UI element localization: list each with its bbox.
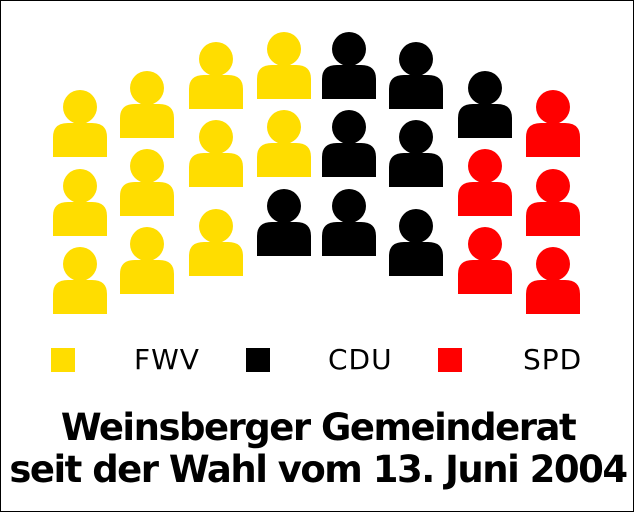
- title-line-2: seit der Wahl vom 13. Juni 2004: [9, 448, 628, 491]
- seat-fwv: [189, 209, 243, 276]
- legend-label-cdu: CDU: [328, 343, 393, 376]
- seat-cdu: [458, 71, 512, 138]
- seat-fwv: [120, 71, 174, 138]
- seat-cdu: [322, 110, 376, 177]
- legend-swatch-spd: [438, 348, 462, 372]
- seat-fwv: [53, 90, 107, 157]
- seat-cdu: [322, 32, 376, 99]
- seat-spd: [526, 169, 580, 236]
- title-line-1: Weinsberger Gemeinderat: [60, 406, 577, 449]
- legend-swatch-cdu: [246, 348, 270, 372]
- seat-cdu: [257, 189, 311, 256]
- seat-fwv: [257, 32, 311, 99]
- seat-cdu: [389, 209, 443, 276]
- seat-spd: [526, 90, 580, 157]
- seat-fwv: [53, 169, 107, 236]
- seat-fwv: [120, 227, 174, 294]
- seat-fwv: [120, 149, 174, 216]
- seat-fwv: [189, 42, 243, 109]
- seat-cdu: [322, 189, 376, 256]
- seat-spd: [458, 227, 512, 294]
- legend-label-fwv: FWV: [134, 343, 200, 376]
- seat-cdu: [389, 120, 443, 187]
- legend-swatch-fwv: [51, 348, 75, 372]
- seat-fwv: [189, 120, 243, 187]
- seat-cdu: [389, 42, 443, 109]
- seat-spd: [526, 247, 580, 314]
- legend-label-spd: SPD: [523, 343, 583, 376]
- seat-fwv: [53, 247, 107, 314]
- seat-spd: [458, 149, 512, 216]
- seat-fwv: [257, 110, 311, 177]
